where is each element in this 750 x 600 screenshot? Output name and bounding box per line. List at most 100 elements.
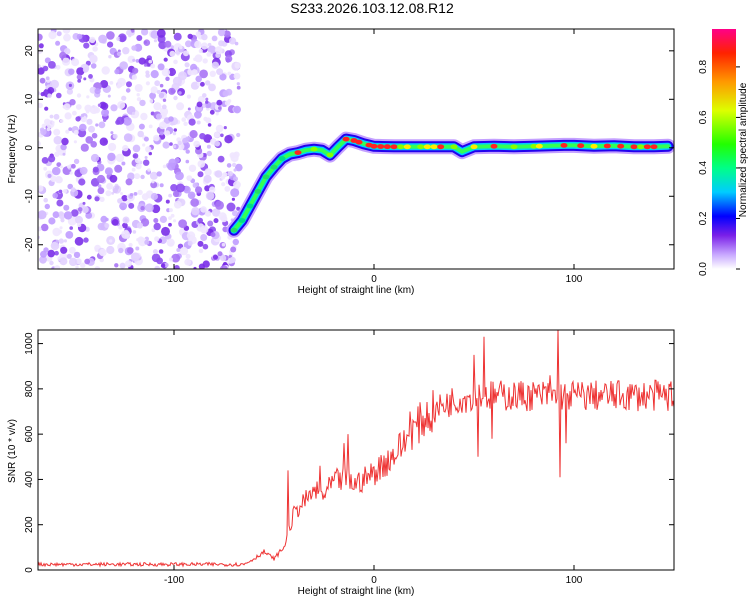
noise-blob — [227, 71, 232, 76]
noise-blob — [101, 66, 110, 75]
noise-blob — [202, 58, 208, 64]
figure-title: S233.2026.103.12.08.R12 — [290, 0, 454, 16]
noise-blob — [150, 63, 156, 69]
noise-blob — [70, 187, 76, 193]
noise-blob — [151, 253, 161, 263]
snr-y-label: SNR (10 * v/v) — [7, 419, 18, 483]
noise-blob — [213, 218, 219, 224]
ridge-hotspot — [262, 174, 270, 180]
ridge-hotspot — [310, 146, 318, 152]
ridge-hotspot — [230, 227, 238, 233]
ridge-hotspot — [470, 144, 478, 150]
noise-blob — [122, 216, 130, 224]
noise-blob — [195, 31, 201, 37]
noise-blob — [230, 188, 240, 198]
noise-blob — [195, 75, 202, 83]
noise-blob — [96, 174, 106, 184]
noise-blob — [143, 136, 149, 142]
colorbar-gradient — [712, 29, 736, 269]
x-tick-label: -100 — [164, 274, 184, 285]
noise-blob — [148, 124, 153, 129]
noise-blob — [135, 163, 142, 170]
noise-blob — [171, 253, 181, 263]
ridge-hotspot — [417, 144, 425, 150]
ridge-hotspot — [617, 143, 625, 149]
noise-blob — [207, 42, 212, 47]
noise-blob — [114, 69, 120, 75]
noise-blob — [218, 106, 222, 110]
noise-blob — [140, 112, 148, 121]
noise-blob — [48, 30, 57, 40]
noise-blob — [85, 136, 93, 144]
noise-blob — [92, 166, 99, 173]
noise-blob — [194, 40, 202, 49]
noise-blob — [60, 246, 68, 254]
noise-blob — [156, 29, 166, 38]
noise-blob — [200, 225, 209, 234]
noise-blob — [134, 84, 143, 92]
noise-blob — [61, 137, 69, 146]
noise-blob — [214, 132, 220, 138]
noise-blob — [49, 114, 54, 119]
noise-blob — [185, 253, 191, 259]
noise-blob — [142, 143, 146, 147]
noise-blob — [172, 131, 177, 136]
noise-blob — [140, 206, 145, 211]
noise-blob — [133, 192, 138, 196]
noise-blob — [55, 40, 61, 46]
noise-blob — [42, 65, 49, 72]
noise-blob — [132, 58, 136, 62]
noise-blob — [115, 153, 125, 163]
noise-blob — [193, 140, 201, 148]
noise-blob — [97, 103, 102, 107]
noise-blob — [125, 260, 132, 268]
noise-blob — [89, 36, 96, 44]
noise-blob — [126, 29, 132, 36]
noise-blob — [106, 245, 115, 255]
noise-blob — [50, 175, 57, 182]
noise-blob — [62, 57, 71, 66]
noise-blob — [189, 130, 198, 139]
noise-blob — [183, 50, 189, 57]
noise-blob — [39, 77, 46, 84]
noise-blob — [168, 116, 174, 122]
noise-blob — [97, 184, 102, 188]
noise-blob — [121, 161, 126, 166]
noise-blob — [169, 50, 176, 57]
noise-blob — [202, 153, 207, 157]
noise-blob — [121, 230, 130, 239]
noise-blob — [235, 163, 243, 172]
noise-blob — [98, 34, 107, 44]
noise-blob — [79, 123, 87, 132]
noise-blob — [130, 252, 140, 262]
noise-blob — [56, 31, 62, 37]
ridge-hotspot — [254, 189, 262, 194]
noise-blob — [107, 41, 114, 48]
noise-blob — [199, 69, 209, 79]
noise-blob — [229, 152, 236, 159]
noise-blob — [117, 77, 126, 87]
noise-blob — [205, 100, 209, 104]
noise-blob — [121, 195, 128, 202]
noise-blob — [134, 157, 141, 164]
noise-blob — [183, 185, 191, 194]
noise-blob — [183, 121, 188, 127]
spectrogram-x-label: Height of straight line (km) — [298, 285, 415, 296]
noise-blob — [67, 183, 73, 190]
noise-blob — [153, 102, 162, 111]
noise-blob — [125, 88, 131, 93]
noise-blob — [63, 33, 71, 42]
noise-blob — [58, 211, 64, 217]
noise-blob — [202, 243, 209, 250]
noise-blob — [109, 81, 114, 85]
noise-blob — [76, 74, 83, 80]
noise-blob — [38, 43, 44, 49]
colorbar-tick-label: 0.2 — [698, 211, 709, 225]
noise-blob — [132, 67, 139, 74]
noise-blob — [100, 102, 109, 110]
ridge-hotspot — [270, 164, 278, 170]
noise-blob — [100, 80, 109, 88]
noise-blob — [226, 163, 232, 168]
noise-blob — [110, 104, 118, 112]
noise-blob — [205, 80, 211, 86]
